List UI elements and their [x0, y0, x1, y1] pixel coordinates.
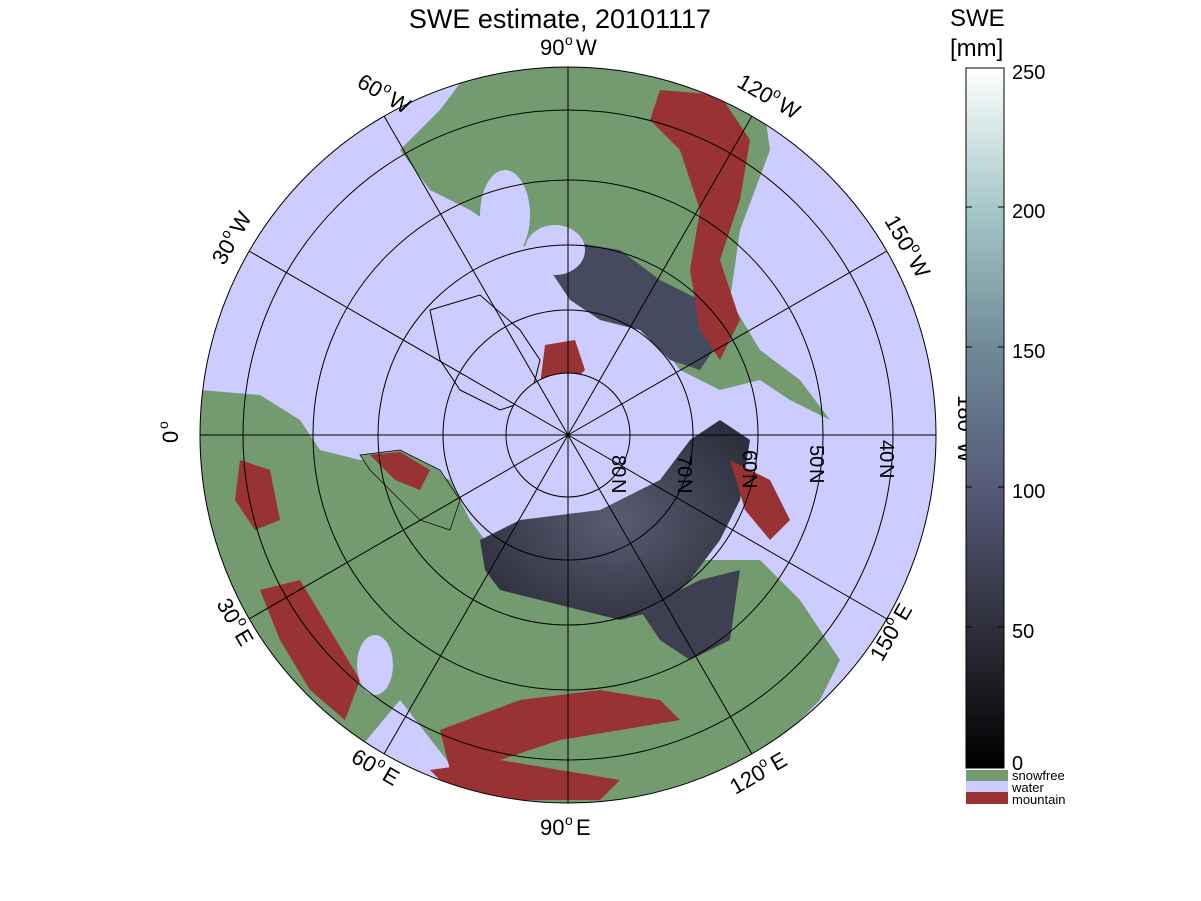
east-asia-mountains — [730, 460, 790, 540]
legend-label-mountain: mountain — [1012, 792, 1065, 807]
svg-text:30: 30 — [207, 235, 241, 269]
meridian-30w — [248, 250, 569, 436]
svg-text:W: W — [903, 251, 935, 282]
lat-label-70: 70 N — [673, 455, 695, 493]
svg-text:90: 90 — [540, 815, 564, 840]
meridian-60w — [383, 115, 569, 436]
svg-text:80: 80 — [607, 455, 629, 477]
svg-text:N: N — [805, 469, 827, 483]
cb-tick-50: 50 — [1012, 621, 1034, 643]
siberia-snow-region — [480, 420, 750, 620]
colorbar: 250 200 150 100 50 0 snowfree water moun… — [965, 62, 1065, 807]
meridian-30e — [248, 434, 569, 620]
meridian-60e — [383, 434, 569, 755]
svg-text:40: 40 — [875, 440, 897, 462]
svg-text:E: E — [766, 747, 791, 776]
cb-tick-250: 250 — [1012, 62, 1045, 84]
himalaya-mountains — [430, 760, 620, 800]
colorbar-title-line1: SWE — [950, 5, 1005, 32]
lat-label-40: 40 N — [875, 440, 897, 478]
colorbar-title: SWE [mm] — [950, 4, 1005, 64]
svg-text:120: 120 — [733, 69, 777, 109]
svg-text:90: 90 — [540, 35, 564, 60]
legend-labels: snowfree water mountain — [1011, 768, 1065, 807]
svg-text:N: N — [673, 479, 695, 493]
map-disk — [200, 67, 936, 803]
svg-text:60: 60 — [353, 69, 387, 103]
legend-swatch-snowfree — [966, 770, 1008, 781]
cb-tick-150: 150 — [1012, 341, 1045, 363]
alaska-snow-region — [550, 240, 720, 370]
meridian-150w — [567, 250, 888, 436]
central-asia-mountains — [440, 690, 680, 770]
rocky-mountains — [650, 90, 750, 360]
legend-label-snowfree: snowfree — [1012, 768, 1065, 783]
meridian-150e — [567, 434, 888, 620]
legend-swatch-water — [966, 781, 1008, 792]
svg-text:60: 60 — [738, 450, 760, 472]
cb-tick-200: 200 — [1012, 201, 1045, 223]
caspian-sea — [357, 635, 393, 695]
alps-mountains — [260, 580, 360, 720]
svg-text:70: 70 — [673, 455, 695, 477]
colorbar-gradient — [965, 67, 1005, 769]
colorbar-ticks — [966, 206, 1004, 628]
svg-text:0: 0 — [158, 431, 183, 443]
svg-text:N: N — [607, 479, 629, 493]
east-asia-snow — [640, 570, 740, 660]
svg-text:50: 50 — [805, 445, 827, 467]
arctic-inlet — [525, 225, 585, 275]
svg-text:o: o — [565, 32, 573, 48]
svg-text:W: W — [576, 35, 597, 60]
cb-tick-0: 0 — [1012, 753, 1023, 775]
lon-label-0: 0 o — [155, 421, 183, 443]
meridian-120w — [567, 115, 753, 436]
legend-label-water: water — [1011, 780, 1044, 795]
lon-label-90w: 90 o W — [540, 32, 597, 60]
svg-text:o: o — [565, 812, 573, 828]
legend-swatch-mountain — [966, 792, 1008, 804]
meridian-120e — [567, 434, 753, 755]
colorbar-title-line2: [mm] — [950, 35, 1004, 62]
cb-tick-100: 100 — [1012, 481, 1045, 503]
lat-label-80: 80 N — [607, 455, 629, 493]
svg-text:E: E — [230, 625, 259, 650]
svg-text:N: N — [875, 464, 897, 478]
svg-text:N: N — [738, 474, 760, 488]
svg-text:o: o — [155, 421, 171, 429]
scandinavia-mountain — [370, 452, 430, 490]
colorbar-tick-labels: 250 200 150 100 50 0 — [1012, 62, 1045, 775]
lat-label-60: 60 N — [738, 450, 760, 488]
hudson-bay — [480, 170, 530, 260]
figure-title: SWE estimate, 20101117 — [408, 4, 712, 34]
lat-label-50: 50 N — [805, 445, 827, 483]
svg-text:E: E — [576, 815, 591, 840]
latitude-labels: 80 N 70 N 60 N 50 N 40 N — [607, 440, 897, 493]
graticule — [200, 67, 936, 803]
lon-label-90e: 90 o E — [540, 812, 591, 840]
map-border — [199, 66, 937, 804]
